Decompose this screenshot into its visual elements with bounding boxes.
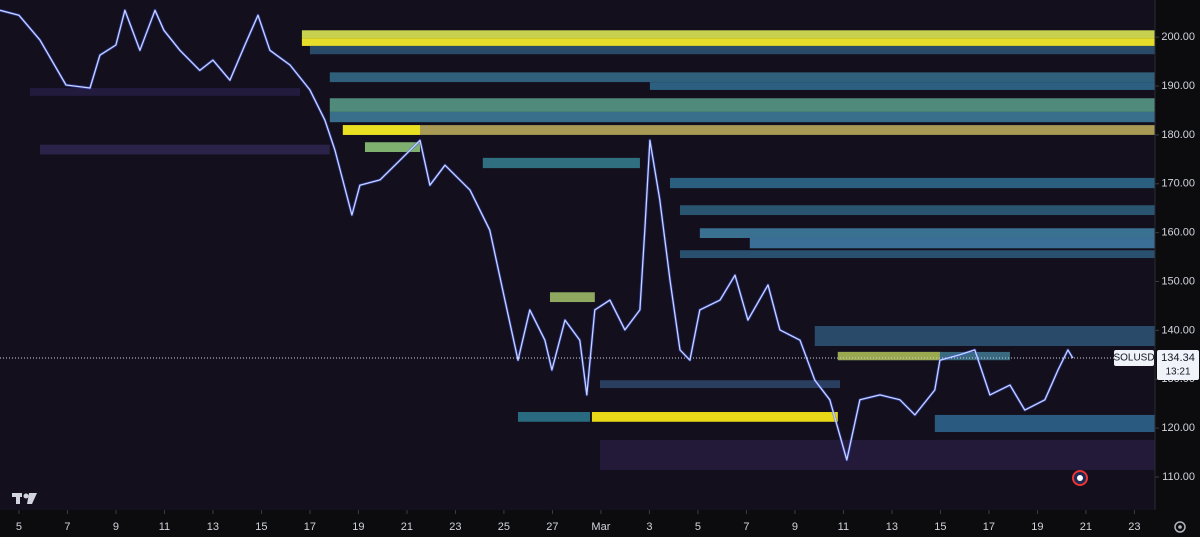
heatmap-band — [591, 412, 838, 422]
x-tick-label: 27 — [546, 521, 558, 533]
overlays: SOLUSD 134.34 13:21 — [0, 350, 1199, 381]
x-tick-label: 17 — [983, 521, 995, 533]
y-tick-label: 160.00 — [1161, 227, 1195, 239]
heatmap-band — [517, 412, 590, 422]
heatmap-band — [549, 292, 595, 303]
x-tick-label: 23 — [449, 521, 461, 533]
y-tick-label: 170.00 — [1161, 178, 1195, 190]
heatmap-band — [649, 82, 1155, 90]
heatmap-band — [329, 72, 1156, 83]
settings-icon[interactable] — [1174, 521, 1186, 533]
y-tick-label: 180.00 — [1161, 129, 1195, 141]
price-label: 134.34 — [1161, 352, 1195, 364]
heatmap-band — [342, 125, 420, 135]
x-tick-label: 5 — [695, 521, 701, 533]
x-tick-label: 11 — [159, 521, 170, 533]
price-line — [0, 9, 1074, 461]
heatmap-band — [329, 98, 1156, 112]
tradingview-logo — [12, 493, 37, 504]
x-tick-label: 5 — [16, 521, 22, 533]
heatmap-band — [482, 157, 640, 169]
x-tick-label: 19 — [1031, 521, 1043, 533]
x-tick-label: 9 — [792, 521, 798, 533]
price-label-box — [1157, 350, 1199, 381]
heatmap-band — [301, 38, 1156, 46]
x-tick-label: 19 — [352, 521, 364, 533]
heatmap-band — [837, 351, 940, 361]
y-tick-label: 110.00 — [1162, 471, 1195, 483]
x-tick-label: 17 — [304, 521, 316, 533]
symbol-label-box — [1114, 350, 1154, 367]
countdown-label: 13:21 — [1165, 367, 1190, 378]
heatmap-band — [814, 325, 1155, 347]
heatmap-band — [309, 45, 1156, 55]
y-tick-label: 190.00 — [1161, 80, 1195, 92]
x-tick-label: 25 — [498, 521, 510, 533]
x-tick-label: 23 — [1128, 521, 1140, 533]
x-tick-label: 13 — [886, 521, 898, 533]
symbol-label: SOLUSD — [1113, 353, 1154, 364]
heatmap-band — [679, 205, 1155, 216]
heatmap-band — [342, 125, 1155, 135]
x-tick-label: 7 — [743, 521, 749, 533]
heatmap-band — [599, 380, 840, 389]
heatmap-band — [670, 177, 1155, 189]
heatmap-band — [40, 144, 330, 155]
x-tick-label: 15 — [934, 521, 946, 533]
price-line — [0, 8, 1075, 462]
x-tick-label: 15 — [255, 521, 267, 533]
x-tick-label: 21 — [1080, 521, 1092, 533]
x-tick-label: 21 — [401, 521, 413, 533]
heatmap-band — [329, 111, 1156, 123]
y-tick-label: 150.00 — [1161, 275, 1195, 287]
x-tick-label: 11 — [838, 521, 849, 533]
heatmap-band — [599, 439, 1155, 471]
heatmap-band — [749, 238, 1155, 249]
heatmap-band — [679, 250, 1155, 259]
heatmap — [29, 30, 1156, 471]
x-tick-label: 13 — [207, 521, 219, 533]
x-tick-label: 7 — [64, 521, 70, 533]
heatmap-band — [934, 414, 1155, 433]
x-tick-label: 3 — [646, 521, 652, 533]
y-tick-label: 120.00 — [1161, 422, 1195, 434]
heatmap-band — [301, 30, 1156, 39]
y-tick-label: 200.00 — [1161, 31, 1195, 43]
heatmap-band — [699, 228, 1155, 239]
heatmap-band — [29, 87, 300, 96]
y-tick-label: 140.00 — [1161, 324, 1195, 336]
heatmap-band — [364, 142, 420, 152]
x-tick-label: Mar — [591, 521, 610, 533]
event-icon[interactable] — [1072, 470, 1088, 486]
x-tick-label: 9 — [113, 521, 119, 533]
